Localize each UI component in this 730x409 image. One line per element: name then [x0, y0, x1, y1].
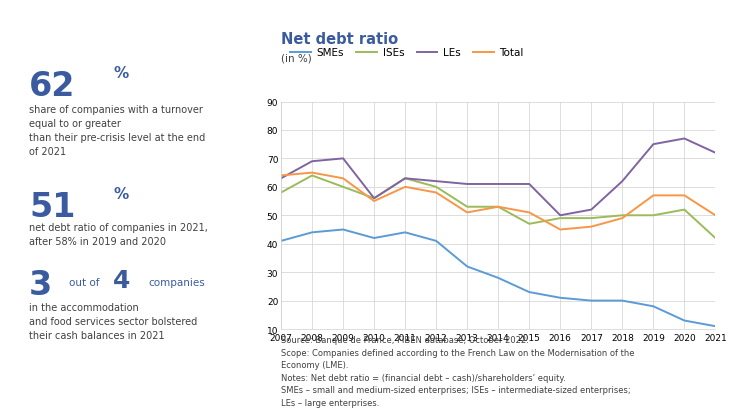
Text: Source: Banque de France, FIBEN database, October 2022.
Scope: Companies defined: Source: Banque de France, FIBEN database…: [281, 336, 634, 407]
Text: Net debt ratio: Net debt ratio: [281, 32, 398, 47]
Legend: SMEs, ISEs, LEs, Total: SMEs, ISEs, LEs, Total: [286, 44, 528, 62]
Text: share of companies with a turnover
equal to or greater
than their pre-crisis lev: share of companies with a turnover equal…: [29, 104, 205, 156]
Text: 4: 4: [113, 268, 131, 292]
Text: out of: out of: [69, 277, 100, 287]
Text: %: %: [113, 65, 128, 81]
Text: in the accommodation
and food services sector bolstered
their cash balances in 2: in the accommodation and food services s…: [29, 303, 197, 341]
Text: %: %: [113, 186, 128, 201]
Text: (in %): (in %): [281, 54, 312, 63]
Text: companies: companies: [148, 277, 205, 287]
Text: 3: 3: [29, 268, 53, 301]
Text: 62: 62: [29, 70, 76, 102]
Text: 51: 51: [29, 190, 76, 223]
Text: net debt ratio of companies in 2021,
after 58% in 2019 and 2020: net debt ratio of companies in 2021, aft…: [29, 223, 208, 247]
